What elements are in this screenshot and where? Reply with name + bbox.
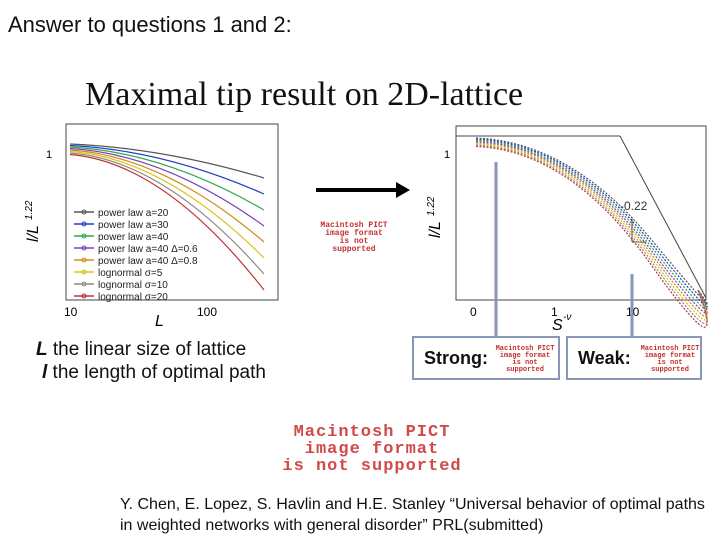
legend-marker [81,281,87,287]
left-y-label: l/L [25,225,42,242]
right-series-line [475,144,708,324]
legend-marker [81,221,87,227]
legend-marker [81,293,87,299]
weak-label: Weak: [578,348,631,368]
description: L the linear size of lattice l the lengt… [36,338,326,384]
weak-box: Weak: Macintosh PICT image format is not… [566,336,702,380]
legend-label: power law a=40 Δ=0.6 [98,244,198,255]
legend-marker [81,209,87,215]
left-x-label: L [155,313,164,330]
legend-marker [81,269,87,275]
desc-line-path: l the length of optimal path [42,362,266,383]
transform-arrow [316,182,410,198]
right-x-tick-0: 0 [470,305,477,319]
title-main-text: result on 2D-lattice [260,76,524,113]
legend-label: power law a=40 [98,232,169,243]
left-chart: 1 10 100 L l/L 1.22 power law a=20power … [24,123,279,330]
pict-placeholder-strong: Macintosh PICT image format is not suppo… [495,345,555,374]
legend-marker [81,233,87,239]
right-x-tick-1: 1 [551,305,558,319]
right-x-label: S [552,317,563,334]
legend-marker [81,257,87,263]
right-chart-curves [475,137,708,328]
legend-label: power law a=30 [98,220,169,231]
left-series-line [69,146,265,211]
pict-placeholder-small: Macintosh PICT image format is not suppo… [320,221,388,254]
slide-heading: Answer to questions 1 and 2: [8,12,292,37]
left-y-label-exp: 1.22 [24,200,35,220]
left-series-line [69,143,265,179]
pict-placeholder-large: Macintosh PICT image format is not suppo… [282,423,462,476]
right-chart: -0.22 1 0 1 10 S -ν l/L 1.22 [426,125,708,334]
legend-label: power law a=40 Δ=0.8 [98,256,198,267]
left-series-line [69,144,265,195]
right-series-line [475,145,708,328]
legend-label: power law a=20 [98,208,169,219]
pict-placeholder-weak: Macintosh PICT image format is not suppo… [640,345,700,374]
legend-label: lognormal σ=5 [98,268,163,279]
right-slope-label: -0.22 [620,199,648,213]
left-series-line [69,153,265,291]
left-x-tick-10: 10 [64,305,78,319]
left-series-line [69,150,265,259]
citation: Y. Chen, E. Lopez, S. Havlin and H.E. St… [120,496,705,534]
title-overlap-text: Maximal tip [85,76,253,113]
strong-box: Strong: Macintosh PICT image format is n… [412,336,560,380]
left-x-tick-100: 100 [197,305,217,319]
left-series-line [69,152,265,275]
callout-lines [494,162,634,336]
right-series-line [475,139,708,311]
legend-marker [81,245,87,251]
legend-label: lognormal σ=20 [98,292,168,303]
right-y-label: l/L [427,221,444,238]
right-series-line [475,138,708,308]
desc-line-l: L the linear size of lattice [36,339,247,360]
left-chart-curves [69,143,265,291]
left-series-line [69,149,265,243]
strong-label: Strong: [424,348,488,368]
right-slope-line [619,135,707,299]
right-x-label-exp: -ν [563,312,571,323]
right-y-tick: 1 [444,149,450,161]
right-y-label-exp: 1.22 [426,196,437,216]
left-y-tick: 1 [46,149,52,161]
legend-label: lognormal σ=10 [98,280,168,291]
slide-title: Maximal tip result on 2D-lattice [85,76,523,114]
left-series-line [69,147,265,227]
